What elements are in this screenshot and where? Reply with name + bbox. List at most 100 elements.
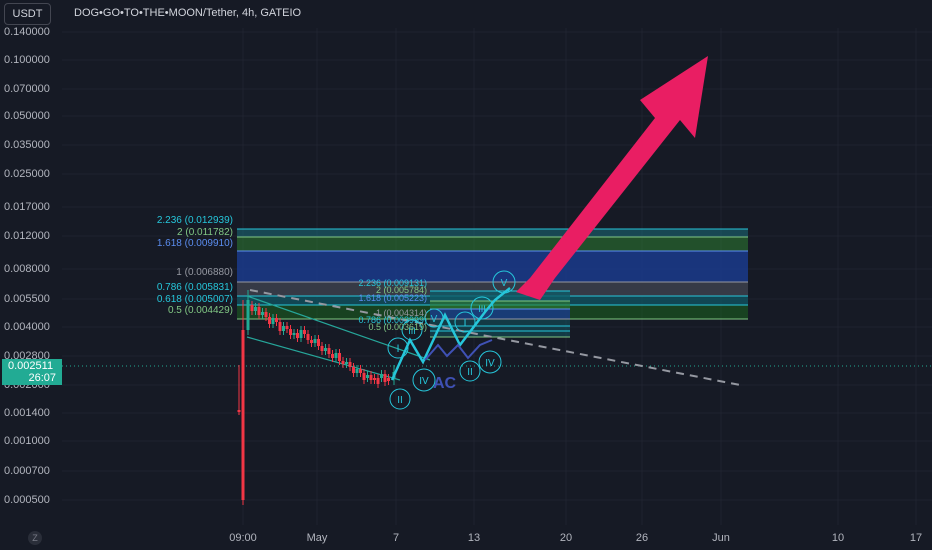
candle-body bbox=[292, 333, 296, 335]
svg-text:IV: IV bbox=[485, 358, 495, 369]
corrective-wave-path bbox=[424, 339, 493, 361]
svg-text:V: V bbox=[501, 278, 508, 289]
svg-text:I: I bbox=[396, 343, 399, 355]
candle-body bbox=[237, 410, 241, 412]
candlestick-series bbox=[237, 290, 396, 505]
price-tick: 0.070000 bbox=[4, 83, 50, 95]
svg-text:III: III bbox=[478, 304, 486, 314]
candle-body bbox=[345, 362, 348, 364]
candle-body bbox=[324, 348, 327, 351]
price-tick: 0.005500 bbox=[4, 293, 50, 305]
fib-level-label: 0.618 (0.005007) bbox=[156, 294, 233, 305]
time-tick: May bbox=[306, 532, 328, 544]
candle-body bbox=[355, 369, 359, 373]
svg-text:III: III bbox=[408, 326, 416, 336]
price-tick: 0.050000 bbox=[4, 110, 50, 122]
candle-body bbox=[352, 367, 355, 373]
candle-body bbox=[257, 307, 261, 315]
candle-body bbox=[383, 374, 387, 382]
time-tick: 17 bbox=[909, 532, 923, 544]
candle-body bbox=[366, 375, 369, 378]
fib-level-label: 2 (0.005784) bbox=[375, 285, 427, 295]
wave-label-AC: AC bbox=[433, 375, 457, 392]
candle-body bbox=[348, 362, 352, 367]
fib-level-label: 2 (0.011782) bbox=[177, 227, 233, 238]
impulse-wave-path bbox=[390, 287, 511, 381]
fib-level-label: 1.618 (0.009910) bbox=[156, 238, 233, 249]
candle-body bbox=[285, 326, 289, 329]
candle-body bbox=[278, 322, 282, 331]
fib-level-label: 0.786 (0.005831) bbox=[156, 282, 233, 293]
svg-text:II: II bbox=[397, 395, 403, 406]
wave-label-V-1: V bbox=[424, 308, 444, 328]
price-tick: 0.100000 bbox=[4, 54, 50, 66]
fib-level-label: 1 (0.004314) bbox=[375, 308, 427, 318]
candle-body bbox=[282, 326, 285, 331]
time-tick: 26 bbox=[635, 532, 649, 544]
candle-body bbox=[369, 375, 373, 380]
candle-body bbox=[268, 317, 271, 324]
wave-label-IV-2: IV bbox=[478, 350, 502, 374]
wave-label-I-2: I bbox=[454, 311, 476, 333]
candle-body bbox=[271, 318, 275, 324]
candle-body bbox=[296, 333, 299, 338]
price-tick: 0.001400 bbox=[4, 407, 50, 419]
wave-label-IV-1: IV bbox=[412, 368, 436, 392]
fib-level-label: 0.786 (0.003999) bbox=[358, 315, 427, 325]
candle-body bbox=[320, 346, 324, 351]
wave-label-III-2: III bbox=[470, 296, 494, 320]
candle-body bbox=[373, 378, 376, 380]
candle-body bbox=[261, 312, 264, 315]
candle-body bbox=[387, 378, 390, 381]
candle-body bbox=[306, 334, 310, 340]
chart-header: USDT DOG•GO•TO•THE•MOON/Tether, 4h, GATE… bbox=[0, 0, 932, 28]
fib-level-label: 0.5 (0.003619) bbox=[368, 322, 427, 332]
candle-body bbox=[359, 369, 362, 373]
svg-text:IV: IV bbox=[419, 376, 429, 387]
candle-body bbox=[246, 300, 250, 330]
candle-body bbox=[327, 348, 331, 354]
candle-body bbox=[303, 330, 306, 334]
price-tick: 0.004000 bbox=[4, 321, 50, 333]
price-tick: 0.000500 bbox=[4, 494, 50, 506]
currency-button[interactable]: USDT bbox=[4, 3, 51, 25]
candle-body bbox=[254, 307, 257, 311]
fib-zone-small bbox=[430, 290, 570, 338]
svg-text:II: II bbox=[467, 367, 473, 378]
time-tick: Jun bbox=[712, 532, 730, 544]
price-tick: 0.000700 bbox=[4, 465, 50, 477]
svg-text:V: V bbox=[431, 314, 438, 325]
candle-body bbox=[362, 373, 366, 380]
candle-body bbox=[275, 318, 278, 322]
price-tick: 0.012000 bbox=[4, 230, 50, 242]
wave-label-III-1: III bbox=[401, 319, 423, 341]
time-tick: 20 bbox=[559, 532, 573, 544]
candle-body bbox=[289, 329, 292, 335]
candle-body bbox=[331, 354, 334, 358]
candle-body bbox=[380, 374, 383, 378]
fib-level-label: 2.236 (0.012939) bbox=[156, 215, 233, 226]
symbol-title[interactable]: DOG•GO•TO•THE•MOON/Tether, 4h, GATEIO bbox=[74, 7, 302, 19]
price-tick: 0.008000 bbox=[4, 263, 50, 275]
price-tick: 0.001000 bbox=[4, 435, 50, 447]
svg-text:I: I bbox=[463, 317, 466, 329]
fib-level-label: 2.236 (0.009131) bbox=[358, 278, 427, 288]
candle-body bbox=[341, 361, 345, 364]
candle-body bbox=[317, 339, 320, 346]
bar-countdown: 26:07 bbox=[28, 372, 56, 384]
time-tick: 09:00 bbox=[229, 532, 257, 544]
current-price-badge: 0.002511 26:07 bbox=[2, 359, 62, 385]
current-price-value: 0.002511 bbox=[8, 360, 54, 372]
fib-level-label: 1 (0.006880) bbox=[176, 267, 233, 278]
price-tick: 0.025000 bbox=[4, 168, 50, 180]
logo-icon[interactable]: Z bbox=[28, 531, 42, 545]
time-tick: 13 bbox=[467, 532, 481, 544]
wave-label-II-1: II bbox=[389, 388, 411, 410]
fib-level-label: 0.5 (0.004429) bbox=[167, 305, 233, 316]
fib-level-label: 1.618 (0.005223) bbox=[358, 293, 427, 303]
bullish-arrow-icon bbox=[516, 56, 708, 300]
candle-body bbox=[310, 340, 313, 343]
wave-label-II-2: II bbox=[459, 360, 481, 382]
candle-body bbox=[338, 353, 341, 361]
